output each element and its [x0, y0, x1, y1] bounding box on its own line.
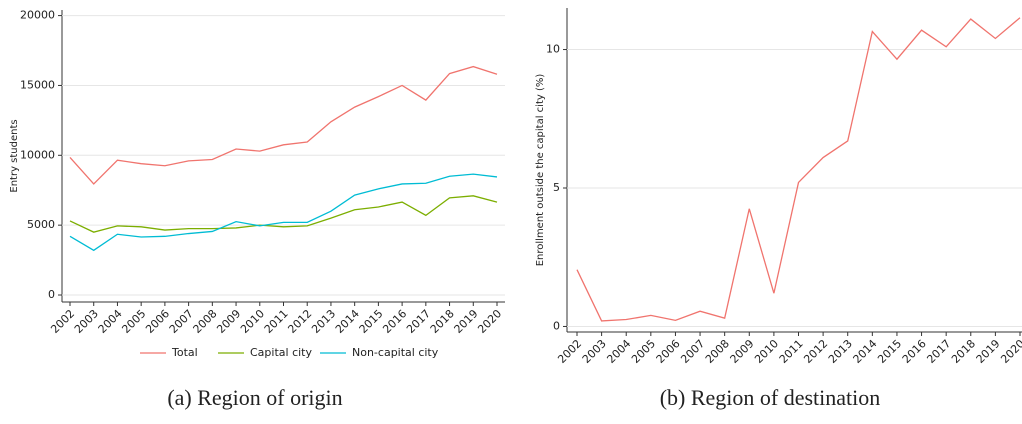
x-tick-label: 2014 [333, 307, 362, 336]
caption: (a) Region of origin [167, 385, 342, 410]
x-tick-label: 2012 [801, 337, 830, 366]
x-tick-label: 2019 [974, 337, 1003, 366]
x-tick-label: 2017 [924, 337, 953, 366]
y-tick-label: 5 [553, 181, 560, 194]
x-tick-label: 2011 [262, 307, 291, 336]
x-tick-label: 2020 [475, 307, 504, 336]
x-tick-label: 2012 [285, 307, 314, 336]
x-tick-label: 2008 [191, 307, 220, 336]
x-tick-label: 2019 [452, 307, 481, 336]
x-tick-label: 2013 [826, 337, 855, 366]
x-tick-label: 2008 [703, 337, 732, 366]
x-tick-label: 2009 [728, 337, 757, 366]
legend-label: Non-capital city [352, 346, 439, 359]
x-tick-label: 2013 [309, 307, 338, 336]
x-tick-label: 2015 [357, 307, 386, 336]
y-tick-label: 0 [48, 288, 55, 301]
series-line [576, 17, 1021, 322]
y-tick-label: 10 [546, 43, 560, 56]
x-tick-label: 2006 [654, 337, 683, 366]
y-tick-label: 5000 [27, 218, 55, 231]
x-tick-label: 2016 [900, 337, 929, 366]
x-tick-label: 2003 [72, 307, 101, 336]
x-tick-label: 2020 [998, 337, 1022, 366]
y-axis-label: Entry students [9, 119, 20, 192]
x-tick-label: 2003 [580, 337, 609, 366]
series-line [69, 173, 498, 252]
x-tick-label: 2014 [851, 337, 880, 366]
x-tick-label: 2018 [949, 337, 978, 366]
x-tick-label: 2011 [777, 337, 806, 366]
x-tick-label: 2017 [404, 307, 433, 336]
x-tick-label: 2007 [167, 307, 196, 336]
x-tick-label: 2018 [428, 307, 457, 336]
series-line [69, 195, 498, 233]
y-axis-label: Enrollment outside the capital city (%) [535, 74, 546, 267]
y-tick-label: 0 [553, 319, 560, 332]
y-tick-label: 10000 [20, 148, 55, 161]
legend-label: Capital city [250, 346, 312, 359]
x-tick-label: 2005 [629, 337, 658, 366]
x-tick-label: 2007 [678, 337, 707, 366]
x-tick-label: 2004 [604, 337, 633, 366]
x-tick-label: 2010 [238, 307, 267, 336]
y-tick-label: 20000 [20, 9, 55, 22]
x-tick-label: 2002 [555, 337, 584, 366]
x-tick-label: 2005 [119, 307, 148, 336]
x-tick-label: 2015 [875, 337, 904, 366]
series-line [69, 65, 498, 185]
x-tick-label: 2006 [143, 307, 172, 336]
x-tick-label: 2004 [96, 307, 125, 336]
x-tick-label: 2002 [48, 307, 77, 336]
x-tick-label: 2016 [380, 307, 409, 336]
y-tick-label: 15000 [20, 78, 55, 91]
x-tick-label: 2009 [214, 307, 243, 336]
caption: (b) Region of destination [660, 385, 881, 410]
legend-label: Total [171, 346, 198, 359]
x-tick-label: 2010 [752, 337, 781, 366]
